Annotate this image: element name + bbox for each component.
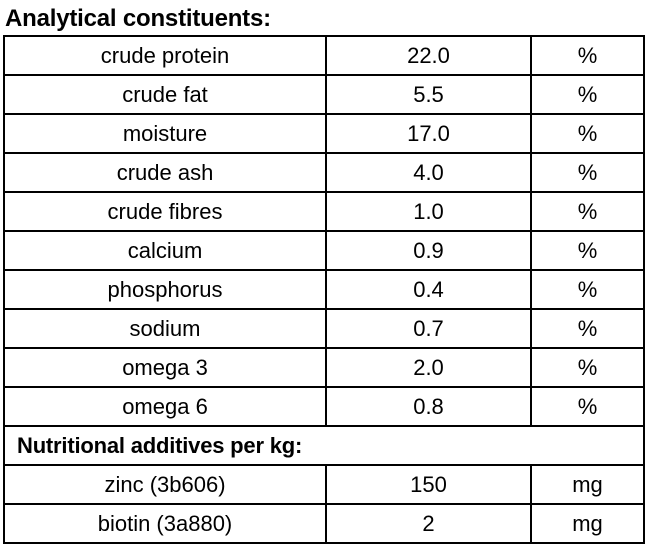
constituent-value: 5.5 xyxy=(325,74,532,115)
additives-section-header: Nutritional additives per kg: xyxy=(3,425,645,466)
additive-name: zinc (3b606) xyxy=(3,464,327,505)
table-row: calcium 0.9 % xyxy=(3,230,645,271)
constituent-name: calcium xyxy=(3,230,327,271)
constituent-unit: % xyxy=(530,191,645,232)
constituent-name: crude protein xyxy=(3,35,327,76)
constituent-value: 22.0 xyxy=(325,35,532,76)
table-row: biotin (3a880) 2 mg xyxy=(3,503,645,544)
constituent-unit: % xyxy=(530,152,645,193)
page-title: Analytical constituents: xyxy=(5,5,271,32)
section-header-row: Nutritional additives per kg: xyxy=(3,425,645,466)
additive-unit: mg xyxy=(530,503,645,544)
constituent-unit: % xyxy=(530,347,645,388)
constituent-value: 4.0 xyxy=(325,152,532,193)
table-row: crude ash 4.0 % xyxy=(3,152,645,193)
analytical-constituents-table: crude protein 22.0 % crude fat 5.5 % moi… xyxy=(3,35,645,544)
table-row: zinc (3b606) 150 mg xyxy=(3,464,645,505)
constituent-value: 2.0 xyxy=(325,347,532,388)
constituent-unit: % xyxy=(530,308,645,349)
constituent-unit: % xyxy=(530,230,645,271)
table-row: omega 6 0.8 % xyxy=(3,386,645,427)
constituent-name: moisture xyxy=(3,113,327,154)
constituent-name: crude fibres xyxy=(3,191,327,232)
table-row: crude fibres 1.0 % xyxy=(3,191,645,232)
constituent-name: crude fat xyxy=(3,74,327,115)
constituent-name: sodium xyxy=(3,308,327,349)
constituent-name: crude ash xyxy=(3,152,327,193)
constituent-value: 0.8 xyxy=(325,386,532,427)
table-row: omega 3 2.0 % xyxy=(3,347,645,388)
constituent-unit: % xyxy=(530,386,645,427)
table-row: crude fat 5.5 % xyxy=(3,74,645,115)
table-row: phosphorus 0.4 % xyxy=(3,269,645,310)
table-row: crude protein 22.0 % xyxy=(3,35,645,76)
constituent-unit: % xyxy=(530,35,645,76)
table-row: sodium 0.7 % xyxy=(3,308,645,349)
constituent-unit: % xyxy=(530,74,645,115)
additive-value: 2 xyxy=(325,503,532,544)
constituent-unit: % xyxy=(530,113,645,154)
constituent-value: 0.9 xyxy=(325,230,532,271)
constituent-name: omega 6 xyxy=(3,386,327,427)
constituent-unit: % xyxy=(530,269,645,310)
additive-unit: mg xyxy=(530,464,645,505)
additive-value: 150 xyxy=(325,464,532,505)
constituent-name: omega 3 xyxy=(3,347,327,388)
constituent-value: 17.0 xyxy=(325,113,532,154)
table-row: moisture 17.0 % xyxy=(3,113,645,154)
additive-name: biotin (3a880) xyxy=(3,503,327,544)
constituent-value: 0.4 xyxy=(325,269,532,310)
constituent-name: phosphorus xyxy=(3,269,327,310)
constituent-value: 0.7 xyxy=(325,308,532,349)
constituent-value: 1.0 xyxy=(325,191,532,232)
